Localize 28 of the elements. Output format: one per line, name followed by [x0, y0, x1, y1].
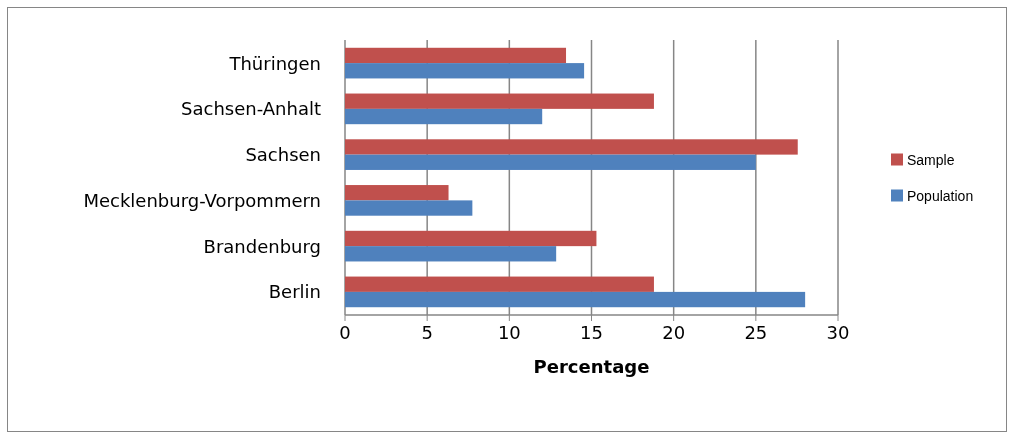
y-tick-label: Berlin	[268, 281, 321, 303]
bar	[345, 246, 557, 262]
bar	[345, 139, 798, 155]
y-tick-label: Sachsen-Anhalt	[181, 98, 321, 120]
x-tick-label: 20	[662, 322, 686, 343]
y-tick-label: Mecklenburg-Vorpommern	[83, 189, 321, 211]
bar	[345, 47, 567, 64]
x-tick-label: 30	[826, 322, 850, 343]
y-tick-label: Brandenburg	[203, 235, 321, 257]
bar	[345, 108, 543, 125]
bar	[345, 93, 654, 109]
x-tick-label: 15	[580, 322, 603, 343]
x-tick-label: 5	[421, 322, 433, 343]
x-tick-label: 10	[497, 322, 521, 343]
bar	[345, 63, 585, 79]
bar	[345, 185, 449, 201]
bar	[345, 276, 654, 292]
x-tick-label: 25	[744, 322, 768, 343]
legend-label: Population	[907, 187, 974, 204]
y-tick-label: Sachsen	[245, 144, 321, 166]
bar	[345, 154, 756, 170]
x-axis-title: Percentage	[533, 356, 650, 377]
y-tick-label: Thüringen	[228, 52, 321, 74]
bar	[345, 291, 806, 308]
x-tick-label: 0	[339, 322, 351, 343]
bar	[345, 230, 597, 247]
legend-label: Sample	[907, 151, 955, 168]
bar	[345, 200, 473, 216]
